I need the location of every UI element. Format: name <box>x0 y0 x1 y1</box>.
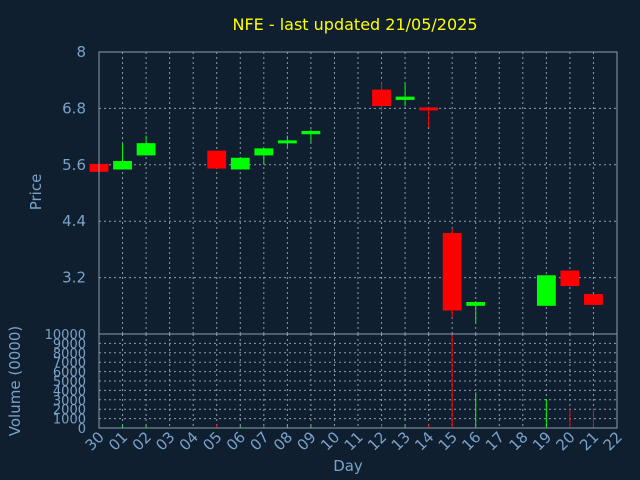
day-tick-label: 03 <box>152 428 178 454</box>
volume-axis-label: Volume (0000) <box>6 326 24 436</box>
day-tick-label: 11 <box>341 428 367 454</box>
day-tick-label: 04 <box>176 428 202 454</box>
candle-body <box>113 161 132 170</box>
volume-tick-label: 0 <box>78 422 86 437</box>
day-tick-label: 10 <box>317 428 343 454</box>
day-tick-label: 12 <box>364 428 390 454</box>
volume-tick-label: 5000 <box>53 375 86 390</box>
price-tick-label: 8 <box>76 43 86 61</box>
candle-body <box>207 150 227 169</box>
candle-body <box>560 270 580 287</box>
volume-tick-label: 10000 <box>45 328 86 343</box>
price-tick-label: 5.6 <box>62 156 86 174</box>
volume-tick-label: 8000 <box>53 347 86 362</box>
volume-frame <box>98 333 618 429</box>
candle-body <box>442 232 462 311</box>
candle-body <box>277 140 297 144</box>
day-tick-label: 02 <box>129 428 155 454</box>
day-tick-label: 08 <box>270 428 296 454</box>
volume-tick-label: 9000 <box>53 337 86 352</box>
candle-body <box>536 275 556 306</box>
day-tick-label: 09 <box>294 428 320 454</box>
day-tick-label: 18 <box>505 428 531 454</box>
price-axis-label: Price <box>27 174 45 211</box>
day-tick-label: 14 <box>411 428 437 454</box>
volume-tick-label: 4000 <box>53 384 86 399</box>
candle-body <box>372 89 391 107</box>
candle-body <box>230 157 250 170</box>
candle-body <box>136 143 156 156</box>
volume-panel: 1000090008000700060005000400030002000100… <box>45 328 618 437</box>
candle-body <box>584 294 603 305</box>
day-tick-label: 15 <box>435 428 461 454</box>
day-tick-label: 16 <box>458 428 484 454</box>
day-axis: 3001020304050607080910111213141516171819… <box>82 428 626 454</box>
day-tick-label: 05 <box>199 428 225 454</box>
volume-tick-label: 3000 <box>53 394 86 409</box>
candle-body <box>254 148 274 156</box>
volume-tick-label: 7000 <box>53 356 86 371</box>
price-tick-label: 6.8 <box>62 99 86 117</box>
day-tick-label: 06 <box>223 428 249 454</box>
day-tick-label: 21 <box>576 428 602 454</box>
price-tick-label: 4.4 <box>62 212 86 230</box>
day-tick-label: 07 <box>246 428 272 454</box>
day-tick-label: 20 <box>553 428 579 454</box>
volume-tick-label: 1000 <box>53 413 86 428</box>
day-tick-label: 22 <box>600 428 626 454</box>
candle-body <box>301 130 321 135</box>
chart-title: NFE - last updated 21/05/2025 <box>232 15 477 34</box>
day-tick-label: 13 <box>388 428 414 454</box>
price-panel: 8 6.8 5.6 4.4 3.2 <box>62 43 618 335</box>
candle-body <box>419 107 439 111</box>
volume-tick-label: 6000 <box>53 366 86 381</box>
day-tick-label: 17 <box>482 428 508 454</box>
price-tick-label: 3.2 <box>62 269 86 287</box>
day-tick-label: 19 <box>529 428 555 454</box>
day-tick-label: 01 <box>105 428 131 454</box>
candle-body <box>466 302 486 306</box>
volume-tick-label: 2000 <box>53 403 86 418</box>
candle-body <box>395 96 415 100</box>
day-axis-label: Day <box>333 457 363 475</box>
